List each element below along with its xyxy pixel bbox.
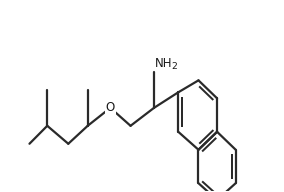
Text: NH: NH — [155, 57, 173, 70]
Text: O: O — [106, 101, 115, 114]
Text: 2: 2 — [171, 62, 177, 71]
